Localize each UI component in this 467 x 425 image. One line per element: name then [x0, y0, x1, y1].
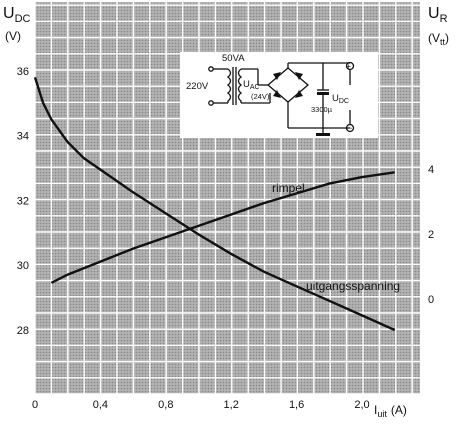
x-tick-labels: 0 0,4 0,8 1,2 1,6 2,0	[32, 399, 370, 411]
x-tick-label: 2,0	[354, 399, 369, 411]
right-y-tick-label: 4	[428, 164, 434, 176]
series-label-uitgangsspanning: uitgangsspanning	[306, 279, 400, 293]
left-y-tick-labels: 28 30 32 34 36	[17, 66, 29, 337]
x-axis-title: Iuit (A)	[374, 403, 407, 419]
right-y-tick-label: 2	[428, 229, 434, 241]
schematic-text-50va: 50VA	[222, 53, 245, 64]
left-y-tick-label: 32	[17, 195, 29, 207]
bridge-diodes	[273, 72, 303, 98]
schematic-text-uac: UAC	[243, 79, 260, 91]
ground-bar	[316, 133, 330, 136]
minus-terminal-label: −	[347, 123, 352, 133]
inset-schematic: + − 50VA 220V UAC (24V) UDC 3300µ	[180, 52, 378, 138]
right-axis-title: UR	[428, 5, 448, 25]
schematic-text-24v: (24V)	[251, 92, 270, 101]
schematic-text-udc: UDC	[332, 93, 349, 105]
right-axis-unit: (Vtt)	[428, 31, 449, 47]
left-axis-unit: (V)	[5, 29, 21, 43]
schematic-wiring	[208, 61, 355, 133]
right-y-tick-labels: 0 2 4	[428, 164, 434, 306]
left-y-tick-label: 28	[17, 325, 29, 337]
schematic-text-3300u: 3300µ	[311, 105, 333, 114]
series-rimpel-line	[50, 171, 395, 284]
x-tick-label: 0	[32, 399, 38, 411]
left-y-tick-label: 34	[17, 131, 29, 143]
x-tick-label: 0,8	[158, 399, 173, 411]
x-tick-label: 1,2	[224, 399, 239, 411]
capacitor-plate	[317, 92, 329, 95]
right-y-tick-label: 0	[428, 294, 434, 306]
left-y-tick-label: 30	[17, 260, 29, 272]
schematic-text-220v: 220V	[186, 81, 209, 92]
plus-terminal-label: +	[346, 61, 351, 71]
left-axis-title: UDC	[3, 5, 31, 25]
series-uitgangsspanning-line	[33, 76, 396, 332]
x-tick-label: 1,6	[289, 399, 304, 411]
series-label-rimpel: rimpel	[272, 181, 305, 195]
x-tick-label: 0,4	[93, 399, 108, 411]
left-y-tick-label: 36	[17, 66, 29, 78]
